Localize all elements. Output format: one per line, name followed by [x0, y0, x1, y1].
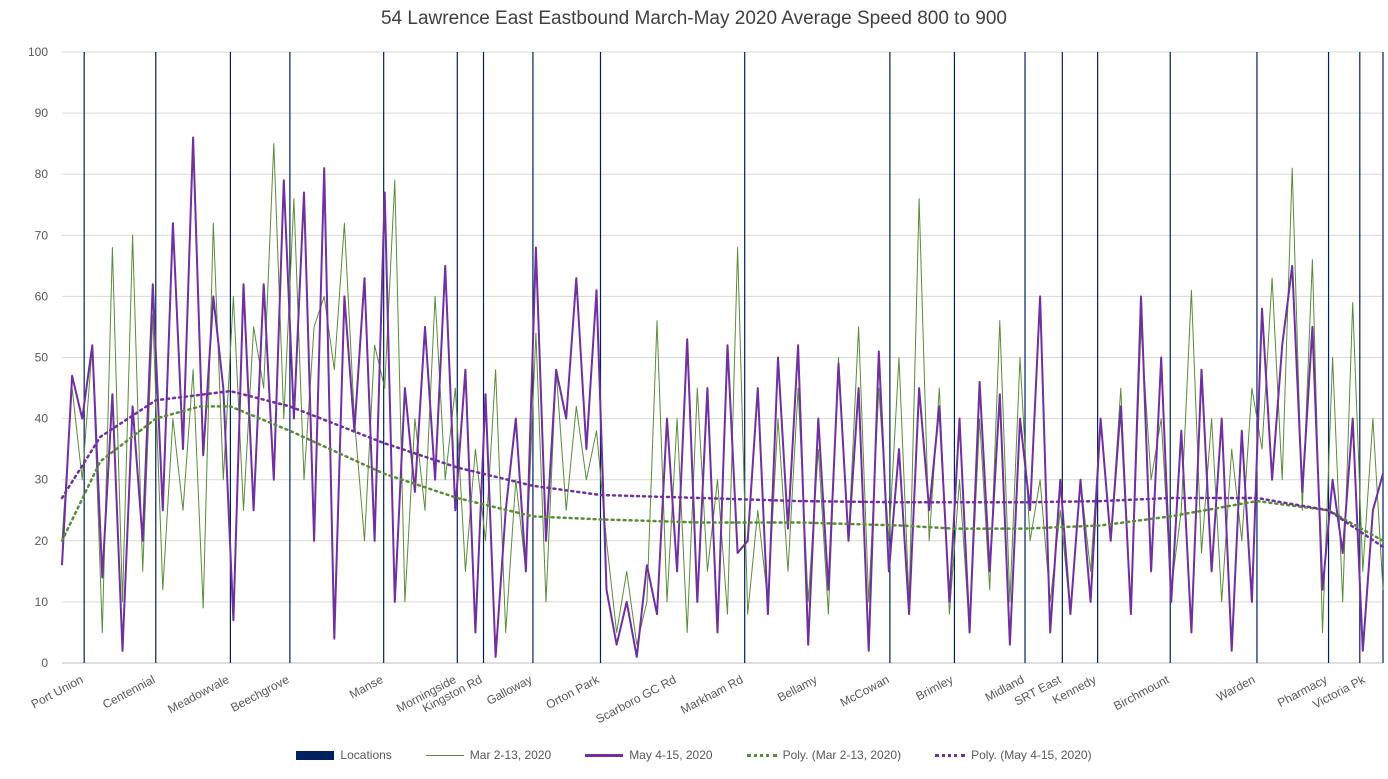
legend-label: Locations — [340, 748, 392, 762]
legend-item-mar: Mar 2-13, 2020 — [425, 748, 552, 762]
y-tick-label: 60 — [35, 289, 49, 303]
location-label: Bellamy — [775, 672, 819, 704]
location-label: Port Union — [29, 672, 86, 711]
location-label: Galloway — [484, 672, 534, 708]
y-axis-ticks: 0 10 20 30 40 50 60 70 80 90 100 — [28, 45, 48, 670]
y-tick-label: 10 — [35, 595, 49, 609]
location-label: Orton Park — [544, 672, 603, 712]
y-tick-label: 90 — [35, 106, 49, 120]
legend-swatch — [585, 753, 624, 757]
location-label: McCowan — [838, 672, 892, 709]
location-label: Birchmount — [1111, 672, 1172, 713]
legend-item-poly-may: Poly. (May 4-15, 2020) — [935, 748, 1092, 762]
y-tick-label: 100 — [28, 45, 48, 59]
location-label: Markham Rd — [678, 672, 745, 717]
location-label: Manse — [347, 672, 386, 701]
series-line-2 — [60, 405, 1385, 543]
legend-label: Mar 2-13, 2020 — [469, 748, 552, 762]
legend-label: May 4-15, 2020 — [629, 748, 713, 762]
y-tick-label: 80 — [35, 167, 49, 181]
location-label: Meadowvale — [165, 672, 231, 716]
series-lines — [60, 136, 1385, 658]
legend-label: Poly. (Mar 2-13, 2020) — [782, 748, 902, 762]
series-line-3 — [60, 389, 1385, 549]
location-label: Scarboro GC Rd — [594, 672, 679, 726]
y-tick-label: 70 — [35, 228, 49, 242]
location-lines — [83, 52, 1384, 663]
series-line-0 — [61, 143, 1384, 646]
legend-item-locations: Locations — [296, 748, 392, 762]
y-tick-label: 50 — [35, 351, 49, 365]
legend-swatch — [935, 753, 966, 757]
legend-swatch — [746, 753, 777, 757]
legend: Locations Mar 2-13, 2020 May 4-15, 2020 … — [0, 748, 1388, 762]
legend-item-may: May 4-15, 2020 — [585, 748, 713, 762]
location-label: Brimley — [914, 672, 956, 703]
y-tick-label: 20 — [35, 534, 49, 548]
y-tick-label: 40 — [35, 412, 49, 426]
series-line-1 — [61, 136, 1384, 658]
legend-swatch — [425, 754, 464, 756]
location-label: Centennial — [100, 672, 157, 711]
location-label: Beechgrove — [228, 672, 291, 715]
location-labels: Port Union Centennial MeadowvaleBeechgrove… — [29, 672, 1369, 726]
y-tick-label: 0 — [41, 656, 48, 670]
legend-label: Poly. (May 4-15, 2020) — [971, 748, 1092, 762]
y-tick-label: 30 — [35, 473, 49, 487]
location-label: Warden — [1214, 672, 1257, 704]
chart-title: 54 Lawrence East Eastbound March-May 202… — [380, 8, 1008, 29]
legend-swatch — [296, 750, 335, 760]
legend-item-poly-mar: Poly. (Mar 2-13, 2020) — [746, 748, 902, 762]
